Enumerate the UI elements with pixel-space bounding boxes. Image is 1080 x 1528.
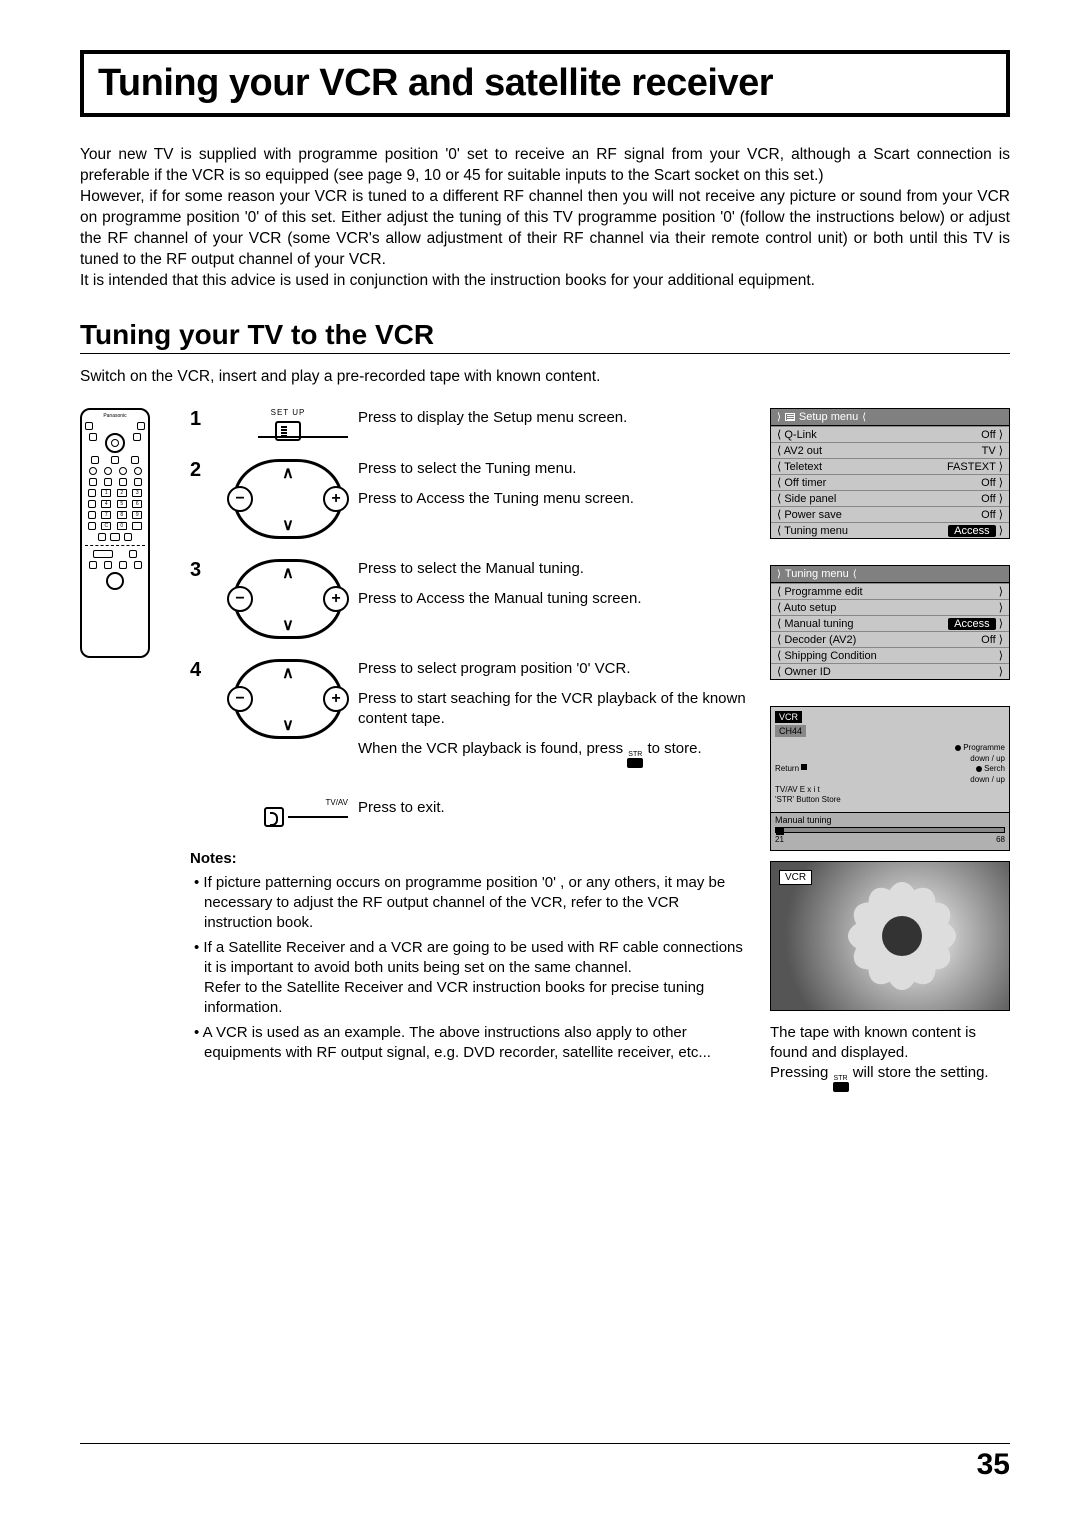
tuning-menu-title: ⟩ Tuning menu ⟨ — [771, 566, 1009, 583]
section-lead: Switch on the VCR, insert and play a pre… — [80, 368, 1010, 386]
str-button-icon: STR — [833, 1075, 849, 1092]
vcr-playback-image: VCR — [770, 861, 1010, 1011]
step-4: 4 ∧ ∨ − + Press to select program positi… — [190, 659, 750, 779]
menu-row: ⟨ Tuning menuAccess ⟩ — [771, 522, 1009, 538]
notes-block: Notes: If picture patterning occurs on p… — [190, 849, 750, 1064]
str-button-icon: STR — [627, 751, 643, 768]
menu-row: ⟨ Auto setup ⟩ — [771, 599, 1009, 615]
step-4-t2: Press to start seaching for the VCR play… — [358, 689, 750, 730]
main-area: Panasonic 123 456 789 C0 1 SET UP — [80, 408, 1010, 1092]
intro-p1: Your new TV is supplied with programme p… — [80, 145, 1010, 187]
setup-menu-osd: ⟩ Setup menu ⟨ ⟨ Q-LinkOff ⟩⟨ AV2 outTV … — [770, 408, 1010, 539]
dpad-icon: ∧ ∨ − + — [233, 459, 343, 539]
notes-heading: Notes: — [190, 849, 750, 869]
intro-p3: It is intended that this advice is used … — [80, 271, 1010, 292]
menu-row: ⟨ Manual tuningAccess ⟩ — [771, 615, 1009, 631]
step-2-icon: ∧ ∨ − + — [218, 459, 358, 539]
tvav-label: TV/AV — [218, 798, 348, 807]
steps-column: 1 SET UP Press to display the Setup menu… — [190, 408, 750, 1092]
step-2: 2 ∧ ∨ − + Press to select the Tuning men… — [190, 459, 750, 539]
step-2-num: 2 — [190, 459, 218, 482]
note-1: If picture patterning occurs on programm… — [194, 873, 750, 934]
setup-icon — [275, 421, 301, 441]
step-3: 3 ∧ ∨ − + Press to select the Manual tun… — [190, 559, 750, 639]
intro-block: Your new TV is supplied with programme p… — [80, 145, 1010, 291]
menu-row: ⟨ Power saveOff ⟩ — [771, 506, 1009, 522]
page-footer: 35 — [80, 1443, 1010, 1482]
step-4-t1: Press to select program position '0' VCR… — [358, 659, 750, 679]
remote-control-diagram: Panasonic 123 456 789 C0 — [80, 408, 150, 658]
step-1-text: Press to display the Setup menu screen. — [358, 408, 750, 438]
caption-block: The tape with known content is found and… — [770, 1023, 1010, 1093]
step-4-num: 4 — [190, 659, 218, 682]
caption-l2a: Pressing — [770, 1064, 833, 1081]
intro-p2: However, if for some reason your VCR is … — [80, 187, 1010, 271]
flower-icon — [842, 876, 962, 996]
page-number: 35 — [977, 1448, 1010, 1481]
dpad-icon: ∧ ∨ − + — [233, 559, 343, 639]
menu-row: ⟨ Off timerOff ⟩ — [771, 474, 1009, 490]
slider-max: 68 — [996, 835, 1005, 844]
step-4-t3: When the VCR playback is found, press ST… — [358, 739, 750, 768]
slider-title: Manual tuning — [775, 815, 1005, 825]
page-title: Tuning your VCR and satellite receiver — [98, 62, 992, 105]
divider — [80, 353, 1010, 354]
note-2: If a Satellite Receiver and a VCR are go… — [194, 938, 750, 979]
step-3-t2: Press to Access the Manual tuning screen… — [358, 589, 750, 609]
step-5-text: Press to exit. — [358, 798, 750, 828]
remote-column: Panasonic 123 456 789 C0 — [80, 408, 170, 1092]
step-2-text: Press to select the Tuning menu. Press t… — [358, 459, 750, 520]
note-3: A VCR is used as an example. The above i… — [194, 1023, 750, 1064]
menu-row: ⟨ Shipping Condition ⟩ — [771, 647, 1009, 663]
step-5-icon: TV/AV — [218, 798, 358, 827]
dpad-icon: ∧ ∨ − + — [233, 659, 343, 739]
slider-min: 21 — [775, 835, 784, 844]
menu-row: ⟨ TeletextFASTEXT ⟩ — [771, 458, 1009, 474]
step-1-num: 1 — [190, 408, 218, 431]
menu-row: ⟨ AV2 outTV ⟩ — [771, 442, 1009, 458]
right-column: ⟩ Setup menu ⟨ ⟨ Q-LinkOff ⟩⟨ AV2 outTV … — [770, 408, 1010, 1092]
menu-row: ⟨ Owner ID ⟩ — [771, 663, 1009, 679]
vcr-image-label: VCR — [779, 870, 812, 885]
menu-row: ⟨ Decoder (AV2)Off ⟩ — [771, 631, 1009, 647]
manual-legend: Programme down / up ReturnSerch down / u… — [771, 741, 1009, 811]
setup-menu-title: ⟩ Setup menu ⟨ — [771, 409, 1009, 426]
step-3-t1: Press to select the Manual tuning. — [358, 559, 750, 579]
caption-l1: The tape with known content is found and… — [770, 1024, 976, 1061]
menu-row: ⟨ Side panelOff ⟩ — [771, 490, 1009, 506]
menu-icon — [785, 413, 795, 421]
page-title-box: Tuning your VCR and satellite receiver — [80, 50, 1010, 117]
vcr-tag: VCR — [775, 711, 802, 723]
step-1: 1 SET UP Press to display the Setup menu… — [190, 408, 750, 438]
ch-tag: CH44 — [775, 725, 806, 737]
step-3-text: Press to select the Manual tuning. Press… — [358, 559, 750, 620]
manual-tuning-panel: VCR CH44 Programme down / up ReturnSerch… — [770, 706, 1010, 850]
setup-label: SET UP — [218, 408, 358, 417]
step-5-t1: Press to exit. — [358, 798, 750, 818]
slider-track — [775, 827, 1005, 833]
step-1-t1: Press to display the Setup menu screen. — [358, 408, 750, 428]
tvav-icon — [264, 807, 284, 827]
step-5: TV/AV Press to exit. — [190, 798, 750, 828]
step-4-icon: ∧ ∨ − + — [218, 659, 358, 739]
note-2b: Refer to the Satellite Receiver and VCR … — [190, 978, 750, 1019]
step-2-t2: Press to Access the Tuning menu screen. — [358, 489, 750, 509]
menu-row: ⟨ Programme edit ⟩ — [771, 583, 1009, 599]
step-3-icon: ∧ ∨ − + — [218, 559, 358, 639]
step-1-icon: SET UP — [218, 408, 358, 438]
section-subhead: Tuning your TV to the VCR — [80, 319, 1010, 351]
step-2-t1: Press to select the Tuning menu. — [358, 459, 750, 479]
caption-l2b: will store the setting. — [849, 1064, 989, 1081]
remote-brand: Panasonic — [85, 413, 145, 419]
step-4-text: Press to select program position '0' VCR… — [358, 659, 750, 779]
step-3-num: 3 — [190, 559, 218, 582]
tuning-menu-osd: ⟩ Tuning menu ⟨ ⟨ Programme edit ⟩⟨ Auto… — [770, 565, 1010, 680]
menu-row: ⟨ Q-LinkOff ⟩ — [771, 426, 1009, 442]
